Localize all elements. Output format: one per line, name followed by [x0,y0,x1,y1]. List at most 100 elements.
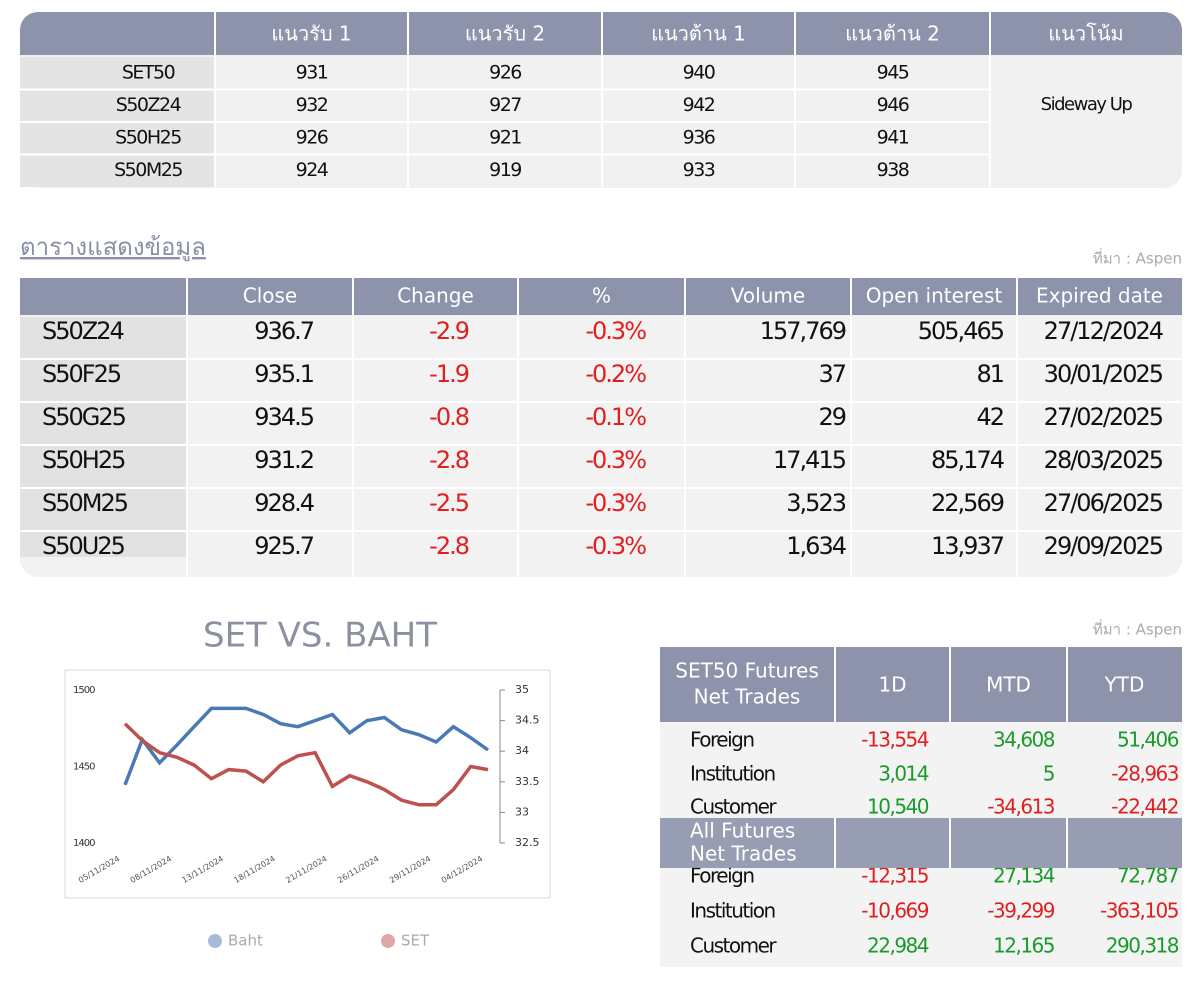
cell-value: -1.9 [429,360,469,388]
y-tick-label: 1450 [73,762,95,773]
legend-label: Baht [228,932,263,950]
cell-value: 941 [877,127,909,149]
y2-tick-label: 32.5 [515,836,540,849]
chart-title: SET VS. BAHT [203,616,437,656]
cell-value: 946 [877,94,909,116]
cell-value: 85,174 [931,446,1004,474]
cell-value: 29 [818,403,845,431]
legend-swatch [381,934,395,948]
row-label: Customer [690,934,777,958]
cell-value: -34,613 [987,795,1054,819]
column-header: Volume [731,284,805,308]
section-header: All Futures [690,819,795,843]
table-header [660,818,1182,868]
cell-value: 34,608 [993,728,1055,752]
y2-tick-label: 34 [515,744,529,757]
column-shade [20,317,187,557]
cell-value: 927 [489,94,521,116]
cell-value: 936.7 [254,317,313,345]
row-label: Foreign [690,728,754,752]
y2-tick-label: 33 [515,805,529,818]
column-header: แนวโน้ม [1048,22,1123,46]
cell-value: 290,318 [1106,934,1179,958]
cell-value: 42 [976,403,1003,431]
cell-value: -0.8 [429,403,469,431]
section-header: Net Trades [690,842,797,866]
cell-value: 12,165 [993,934,1054,958]
cell-value: 928.4 [254,489,313,517]
cell-value: -0.3% [585,446,646,474]
row-symbol: S50M25 [114,159,182,181]
row-symbol: SET50 [122,62,175,84]
cell-value: 29/09/2025 [1044,532,1163,560]
row-label: Institution [690,899,775,923]
y-tick-label: 1500 [73,685,95,696]
cell-value: -28,963 [1111,762,1178,786]
column-header: แนวต้าน 2 [845,22,940,46]
source-note: ที่มา : Aspen [1093,248,1182,268]
column-header: แนวต้าน 1 [651,22,746,46]
table-header [660,647,1182,722]
column-header: YTD [1104,673,1145,697]
cell-value: 935.1 [254,360,313,388]
cell-value: 938 [877,159,909,181]
row-symbol: S50M25 [42,489,128,517]
cell-value: -0.1% [585,403,646,431]
cell-value: 22,984 [867,934,929,958]
cell-value: 942 [683,94,715,116]
trend: Sideway Up [1041,94,1133,115]
section-header: Net Trades [694,685,801,709]
column-header: % [592,284,611,308]
legend-swatch [208,934,222,948]
plot-frame [64,669,551,899]
cell-value: -39,299 [987,899,1054,923]
section-title: ตารางแสดงข้อมูล [20,233,206,262]
cell-value: 925.7 [254,532,313,560]
cell-value: 505,465 [918,317,1004,345]
line-series [123,706,490,786]
cell-value: -13,554 [861,728,928,752]
y2-tick-label: 34.5 [515,714,540,727]
cell-value: -0.3% [585,489,646,517]
cell-value: 28/03/2025 [1044,446,1163,474]
cell-value: -22,442 [1111,795,1178,819]
column-header: Change [397,284,474,308]
column-header: แนวรับ 1 [271,22,351,46]
column-header: MTD [986,673,1031,697]
cell-value: -10,669 [861,899,928,923]
cell-value: 81 [976,360,1003,388]
cell-value: 926 [296,127,328,149]
row-label: Institution [690,762,775,786]
row-symbol: S50G25 [42,403,126,431]
cell-value: 1,634 [786,532,845,560]
column-header: Expired date [1036,284,1163,308]
cell-value: 27/02/2025 [1044,403,1163,431]
cell-value: -2.8 [429,532,469,560]
cell-value: 921 [489,127,521,149]
line-series [123,722,489,807]
table-header [20,278,1182,315]
cell-value: -0.3% [585,532,646,560]
cell-value: 5 [1043,762,1054,786]
row-symbol: S50H25 [115,127,181,149]
cell-value: -2.8 [429,446,469,474]
cell-value: 27/06/2025 [1044,489,1163,517]
cell-value: 933 [683,159,715,181]
cell-value: 936 [683,127,715,149]
row-symbol: S50Z24 [42,317,123,345]
row-symbol: S50Z24 [116,94,182,116]
cell-value: 27/12/2024 [1044,317,1163,345]
row-symbol: S50U25 [42,532,125,560]
column-header: Close [243,284,297,308]
cell-value: 157,769 [760,317,846,345]
cell-value: 932 [296,94,328,116]
row-label: Customer [690,795,777,819]
cell-value: -2.5 [429,489,469,517]
cell-value: 934.5 [254,403,313,431]
y2-tick-label: 35 [515,683,529,696]
table-bg [20,278,1182,577]
y-tick-label: 1400 [73,838,95,849]
cell-value: 945 [877,62,909,84]
